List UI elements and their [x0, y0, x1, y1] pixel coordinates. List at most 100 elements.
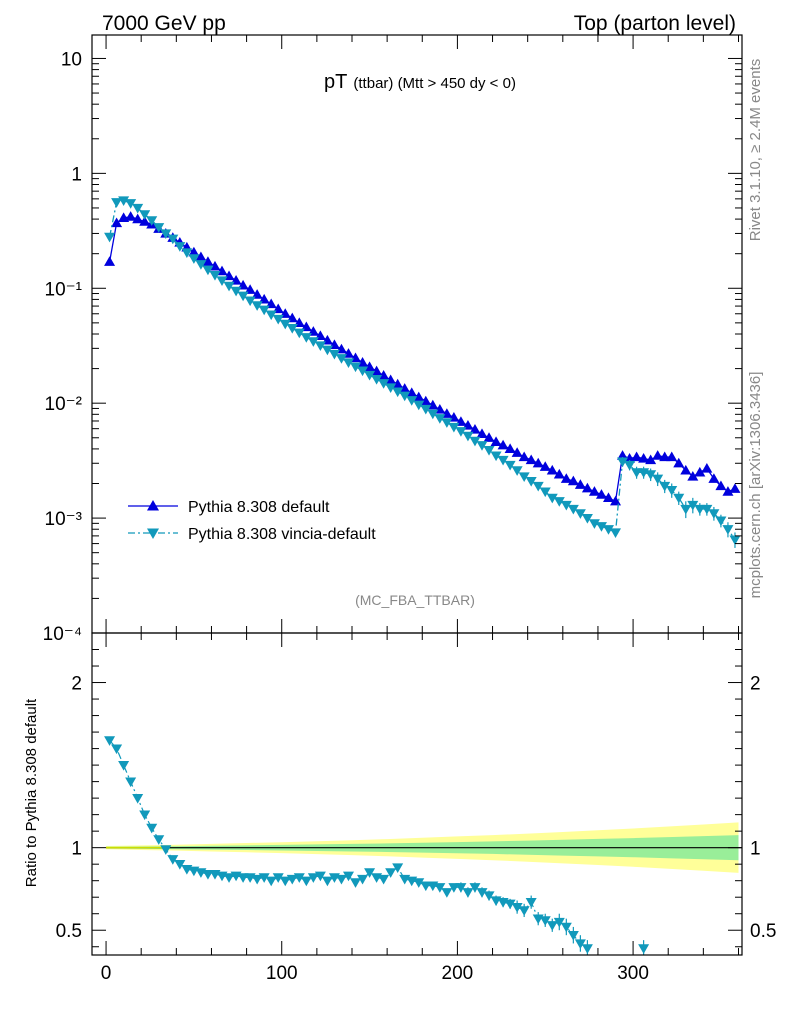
series-vincia-marker: [588, 519, 600, 529]
series-vincia-marker: [399, 391, 411, 402]
series-vincia-marker: [132, 203, 144, 214]
series-default-marker: [588, 486, 600, 496]
plot-title: pT (ttbar) (Mtt > 450 dy < 0): [324, 71, 516, 93]
ratio-vincia-marker: [469, 883, 481, 893]
ratio-vincia-marker: [146, 823, 158, 834]
series-vincia-marker: [328, 349, 340, 360]
series-default-marker: [638, 453, 650, 463]
series-vincia-marker: [406, 396, 418, 406]
header-left: 7000 GeV pp: [102, 12, 226, 35]
series-vincia-marker: [715, 516, 727, 527]
series-default-marker: [645, 454, 657, 465]
ratio-vincia-marker: [525, 898, 537, 908]
series-default-marker: [673, 457, 685, 468]
series-vincia-marker: [574, 509, 586, 519]
series-vincia-marker: [160, 229, 172, 239]
ratio-vincia-marker: [385, 868, 397, 878]
series-vincia-marker: [216, 276, 228, 286]
series-vincia-marker: [223, 281, 235, 292]
series-vincia-marker: [237, 291, 249, 302]
ratio-vincia-marker: [307, 873, 319, 883]
series-vincia-marker: [617, 457, 629, 468]
ratio-vincia-marker: [476, 888, 488, 898]
series-default-marker: [602, 492, 614, 502]
series-default-marker: [258, 293, 270, 304]
series-vincia-marker: [167, 234, 179, 245]
series-default-marker: [525, 454, 537, 465]
series-vincia-marker: [335, 354, 347, 364]
series-default-marker: [680, 464, 692, 475]
series-vincia-marker: [118, 196, 130, 207]
series-vincia-marker: [434, 414, 446, 424]
ratio-y-tick-label-left: 1: [71, 839, 82, 860]
series-vincia-marker: [631, 468, 643, 478]
series-vincia-marker: [293, 328, 305, 339]
series-vincia-marker: [209, 271, 221, 281]
ratio-y-tick-label-right: 0.5: [750, 921, 776, 942]
series-default-marker: [701, 463, 713, 473]
series-default-marker: [666, 451, 678, 462]
series-default-marker: [385, 374, 397, 385]
series-vincia-marker: [181, 248, 193, 258]
series-vincia-marker: [307, 337, 319, 347]
series-vincia-marker: [111, 198, 123, 208]
rivet-label: Rivet 3.1.10, ≥ 2.4M events: [747, 59, 764, 242]
series-vincia-marker: [652, 474, 664, 485]
ratio-vincia-marker: [392, 863, 404, 873]
series-vincia-marker: [602, 525, 614, 535]
series-vincia-marker: [195, 260, 207, 270]
series-vincia-marker: [350, 362, 362, 373]
series-vincia-marker: [202, 265, 214, 276]
ratio-vincia-marker: [350, 878, 362, 888]
series-vincia-marker: [244, 296, 256, 307]
series-vincia-marker: [490, 451, 502, 462]
series-default-marker: [532, 457, 544, 468]
ratio-vincia-marker: [364, 868, 376, 878]
ratio-vincia-marker: [293, 873, 305, 883]
ratio-vincia-marker: [265, 876, 277, 887]
series-default-marker: [399, 383, 411, 393]
ratio-vincia-marker: [104, 736, 116, 746]
ratio-vincia-marker: [132, 794, 144, 804]
ratio-vincia-marker: [511, 902, 523, 913]
series-default-marker: [652, 450, 664, 460]
series-vincia-marker: [146, 216, 158, 226]
series-default-marker: [610, 495, 622, 506]
main-y-tick-label: 1: [71, 164, 82, 185]
series-default-marker: [406, 387, 418, 397]
series-default-marker: [188, 246, 200, 257]
series-default-marker: [687, 471, 699, 481]
series-vincia-marker: [518, 472, 530, 483]
main-series: [104, 196, 741, 548]
ratio-vincia-marker: [441, 888, 453, 898]
series-vincia-marker: [139, 210, 151, 220]
series-vincia-marker: [673, 493, 685, 504]
ratio-vincia-marker: [342, 871, 354, 882]
series-default-marker: [104, 256, 116, 266]
ratio-vincia-marker: [483, 891, 495, 902]
ratio-vincia-marker: [413, 878, 425, 888]
series-default-marker: [420, 395, 432, 406]
main-panel: 10 1 10⁻¹ 10⁻² 10⁻³ 10⁻⁴: [43, 34, 743, 645]
series-vincia-marker: [567, 504, 579, 515]
series-default-marker: [617, 450, 629, 460]
ratio-vincia-marker: [321, 876, 333, 887]
ratio-vincia-marker: [286, 874, 298, 885]
series-vincia-marker: [511, 466, 523, 476]
series-vincia-marker: [230, 286, 242, 297]
ratio-vincia-marker: [455, 883, 467, 893]
series-vincia-marker: [413, 400, 425, 411]
ratio-y-tick-label-right: 2: [750, 674, 761, 695]
series-default-marker: [715, 480, 727, 491]
series-default-marker: [125, 211, 137, 221]
series-vincia-marker: [532, 481, 544, 492]
series-default-marker: [574, 479, 586, 489]
legend-vincia-label: Pythia 8.308 vincia-default: [188, 526, 376, 543]
series-vincia-marker: [265, 310, 277, 321]
series-vincia-marker: [125, 199, 137, 209]
ratio-vincia-marker: [448, 883, 460, 893]
series-vincia-marker: [595, 522, 607, 532]
series-default-marker: [553, 468, 565, 479]
ratio-vincia-marker: [518, 906, 530, 916]
series-default-marker: [708, 473, 720, 483]
